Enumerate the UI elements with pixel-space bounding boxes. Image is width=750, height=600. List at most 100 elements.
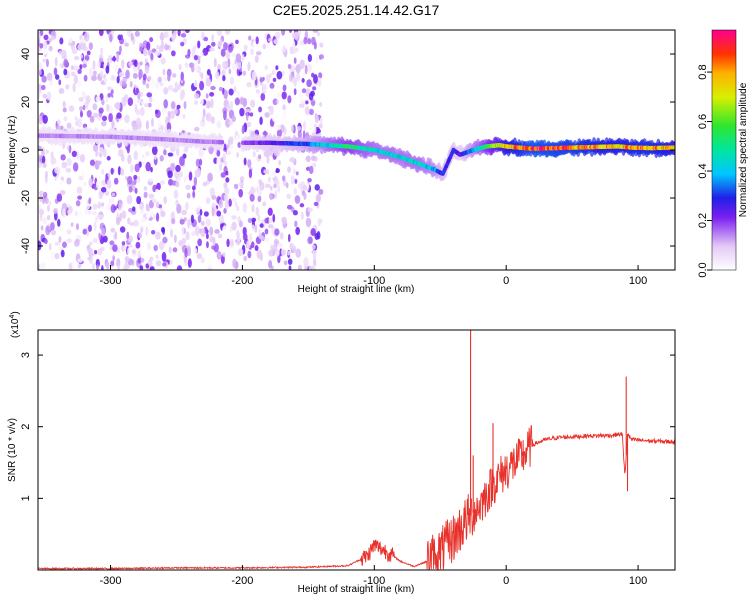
noise-blob — [98, 54, 104, 59]
noise-blob — [39, 208, 45, 216]
noise-blob — [216, 251, 222, 260]
noise-blob — [194, 100, 198, 105]
noise-blob — [226, 238, 230, 248]
noise-blob — [318, 54, 325, 60]
noise-blob — [177, 83, 182, 90]
noise-blob — [308, 165, 314, 175]
noise-blob — [225, 170, 229, 176]
noise-blob — [193, 80, 200, 88]
noise-blob — [38, 31, 41, 41]
noise-blob — [77, 263, 82, 269]
noise-blob — [315, 193, 321, 203]
noise-blob — [216, 157, 221, 166]
snr-panel: -300 -200 -100 0 100 1 2 3 (x104) Height of str… — [7, 311, 676, 595]
noise-blob — [168, 246, 172, 254]
noise-blob — [160, 226, 166, 233]
noise-blob — [258, 179, 263, 185]
noise-blob — [148, 193, 155, 199]
noise-blob — [139, 46, 143, 52]
noise-blob — [113, 118, 118, 129]
noise-blob — [70, 65, 74, 71]
noise-blob — [110, 167, 114, 175]
noise-blob — [58, 236, 62, 243]
noise-blob — [305, 217, 312, 228]
noise-blob — [302, 130, 306, 140]
noise-blob — [102, 115, 108, 122]
noise-blob — [142, 73, 147, 81]
noise-blob — [272, 114, 277, 123]
noise-blob — [107, 86, 113, 91]
noise-blob — [241, 53, 245, 62]
noise-blob — [66, 158, 72, 166]
noise-blob — [79, 106, 83, 111]
noise-blob — [62, 208, 66, 218]
noise-blob — [258, 30, 262, 40]
noise-blob — [279, 248, 283, 257]
noise-blob — [247, 159, 252, 168]
noise-blob — [46, 215, 51, 221]
noise-blob — [297, 264, 302, 270]
noise-blob — [67, 208, 73, 215]
noise-blob — [242, 70, 247, 76]
noise-blob — [209, 226, 214, 236]
noise-blob — [154, 50, 161, 56]
noise-blob — [46, 72, 53, 81]
noise-blob — [137, 258, 141, 264]
noise-blob — [146, 242, 152, 251]
noise-blob — [223, 143, 227, 151]
noise-blob — [197, 40, 201, 49]
noise-blob — [135, 241, 141, 249]
noise-blob — [292, 210, 298, 216]
noise-blob — [245, 108, 251, 114]
noise-blob — [252, 40, 257, 50]
noise-blob — [112, 244, 118, 252]
noise-blob — [44, 238, 48, 245]
noise-blob — [100, 120, 107, 127]
noise-blob — [172, 247, 178, 253]
noise-blob — [108, 197, 115, 205]
noise-blob — [87, 248, 94, 254]
noise-blob — [126, 231, 130, 240]
noise-blob — [50, 222, 55, 231]
noise-blob — [77, 258, 83, 263]
noise-blob — [281, 175, 286, 182]
noise-blob — [98, 190, 103, 200]
noise-blob — [53, 207, 58, 214]
noise-blob — [45, 170, 48, 179]
noise-blob — [138, 68, 143, 79]
noise-blob — [73, 65, 79, 71]
noise-blob — [138, 232, 143, 239]
noise-blob — [127, 175, 133, 185]
noise-blob — [269, 171, 276, 179]
noise-blob — [251, 187, 256, 194]
noise-blob — [225, 118, 231, 128]
noise-blob — [191, 230, 197, 237]
x-tick-label: 100 — [629, 275, 647, 287]
noise-blob — [58, 50, 63, 55]
noise-blob — [217, 40, 223, 48]
noise-blob — [89, 159, 95, 166]
noise-blob — [89, 67, 93, 77]
noise-blob — [48, 45, 53, 52]
noise-blob — [303, 192, 307, 200]
noise-blob — [303, 120, 307, 131]
noise-blob — [110, 204, 116, 213]
noise-blob — [66, 122, 72, 129]
noise-blob — [304, 106, 310, 115]
noise-blob — [83, 31, 90, 42]
noise-blob — [242, 202, 248, 213]
noise-blob — [211, 41, 216, 47]
noise-blob — [160, 57, 166, 65]
noise-blob — [205, 93, 209, 99]
noise-blob — [203, 211, 209, 217]
noise-blob — [223, 187, 230, 195]
noise-blob — [128, 61, 133, 67]
noise-blob — [106, 155, 111, 161]
noise-blob — [139, 203, 144, 211]
noise-blob — [319, 102, 322, 107]
noise-blob — [301, 77, 305, 83]
noise-blob — [137, 250, 141, 259]
snr-marks — [38, 330, 675, 570]
noise-blob — [194, 226, 200, 237]
